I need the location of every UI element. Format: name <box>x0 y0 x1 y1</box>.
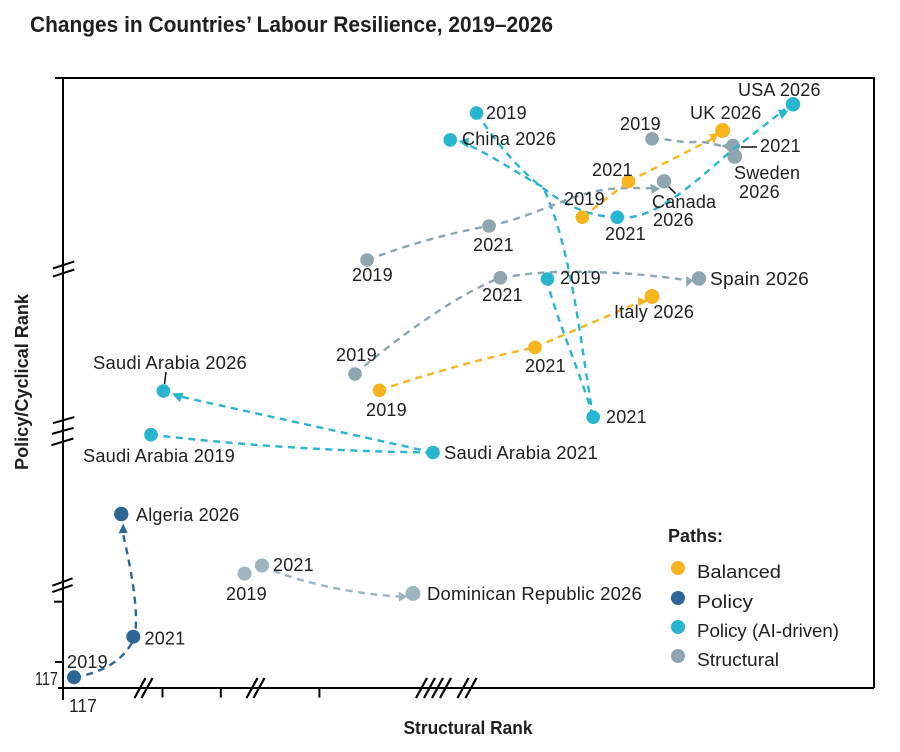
svg-text:Saudi Arabia 2019: Saudi Arabia 2019 <box>83 446 235 466</box>
svg-text:2019: 2019 <box>620 114 661 134</box>
svg-text:Canada: Canada <box>652 192 717 212</box>
svg-text:Spain 2026: Spain 2026 <box>710 269 809 289</box>
svg-text:Policy/Cyclical Rank: Policy/Cyclical Rank <box>12 293 32 470</box>
svg-text:2019: 2019 <box>336 345 377 365</box>
svg-text:Sweden: Sweden <box>734 163 800 183</box>
svg-text:2019: 2019 <box>564 189 605 209</box>
svg-text:Paths:: Paths: <box>668 526 723 546</box>
svg-text:2021: 2021 <box>145 629 186 649</box>
svg-text:2019: 2019 <box>67 652 108 672</box>
svg-text:2021: 2021 <box>273 555 314 575</box>
svg-text:117: 117 <box>35 669 58 689</box>
svg-text:Algeria 2026: Algeria 2026 <box>136 505 239 525</box>
svg-text:Dominican Republic 2026: Dominican Republic 2026 <box>427 584 642 604</box>
svg-text:2019: 2019 <box>486 103 527 123</box>
svg-text:UK 2026: UK 2026 <box>690 103 761 123</box>
svg-text:Saudi Arabia 2021: Saudi Arabia 2021 <box>444 443 598 463</box>
svg-text:Structural Rank: Structural Rank <box>404 718 534 738</box>
svg-text:2021: 2021 <box>606 407 647 427</box>
svg-text:2021: 2021 <box>592 160 633 180</box>
svg-text:Saudi Arabia 2026: Saudi Arabia 2026 <box>93 353 247 373</box>
svg-text:Balanced: Balanced <box>697 562 781 582</box>
svg-text:2026: 2026 <box>653 210 694 230</box>
svg-text:Policy: Policy <box>697 592 753 612</box>
svg-text:2019: 2019 <box>366 400 407 420</box>
svg-text:2021: 2021 <box>473 235 514 255</box>
svg-text:Policy (AI-driven): Policy (AI-driven) <box>697 621 839 641</box>
svg-text:China 2026: China 2026 <box>462 129 556 149</box>
svg-text:2019: 2019 <box>352 265 393 285</box>
svg-text:117: 117 <box>69 696 97 716</box>
svg-text:2019: 2019 <box>560 268 601 288</box>
svg-text:Structural: Structural <box>697 650 779 670</box>
svg-text:2021: 2021 <box>760 136 801 156</box>
svg-text:2026: 2026 <box>739 182 780 202</box>
svg-text:2021: 2021 <box>482 285 523 305</box>
svg-text:2021: 2021 <box>605 224 646 244</box>
svg-text:2019: 2019 <box>226 584 267 604</box>
svg-text:Changes in Countries’ Labour R: Changes in Countries’ Labour Resilience,… <box>30 12 553 37</box>
svg-text:USA 2026: USA 2026 <box>738 80 821 100</box>
svg-text:Italy 2026: Italy 2026 <box>614 302 694 322</box>
svg-text:2021: 2021 <box>525 356 566 376</box>
